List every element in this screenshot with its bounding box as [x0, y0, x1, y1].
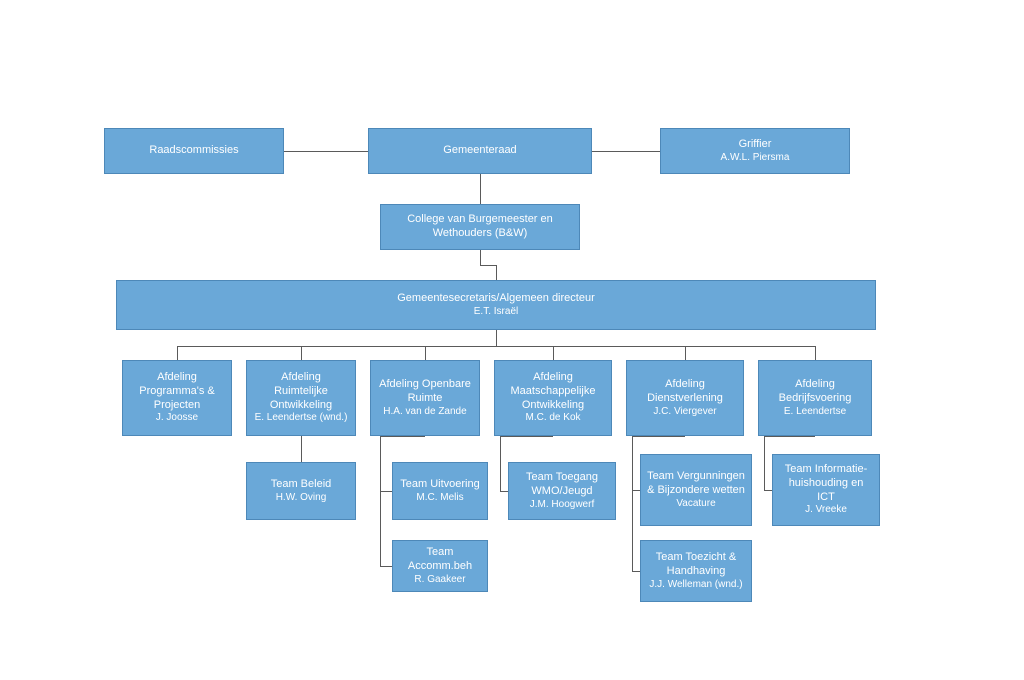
edge-segment [380, 436, 381, 566]
edge-segment [764, 436, 765, 490]
node-subtitle: H.A. van de Zande [383, 406, 466, 419]
node-team_beleid: Team BeleidH.W. Oving [246, 462, 356, 520]
edge-segment [685, 346, 686, 360]
edge-segment [632, 436, 685, 437]
edge-segment [632, 571, 640, 572]
node-afd_bedr: Afdeling BedrijfsvoeringE. Leendertse [758, 360, 872, 436]
node-title: College van Burgemeester en Wethouders (… [387, 213, 573, 241]
edge-segment [496, 346, 815, 347]
node-subtitle: J.C. Viergever [653, 406, 716, 419]
node-title: Team Vergunningen & Bijzondere wetten [647, 470, 745, 498]
node-secretaris: Gemeentesecretaris/Algemeen directeurE.T… [116, 280, 876, 330]
edge-segment [496, 330, 497, 346]
edge-segment [592, 151, 660, 152]
node-title: Team Toegang WMO/Jeugd [515, 471, 609, 499]
node-afd_openb: Afdeling Openbare RuimteH.A. van de Zand… [370, 360, 480, 436]
node-raadscommissies: Raadscommissies [104, 128, 284, 174]
node-title: Team Toezicht & Handhaving [647, 551, 745, 579]
node-team_toegang: Team Toegang WMO/JeugdJ.M. Hoogwerf [508, 462, 616, 520]
node-subtitle: J. Vreeke [805, 504, 847, 517]
node-subtitle: J.M. Hoogwerf [530, 499, 594, 512]
edge-segment [496, 265, 497, 280]
node-afd_ruimt: Afdeling Ruimtelijke OntwikkelingE. Leen… [246, 360, 356, 436]
node-griffier: GriffierA.W.L. Piersma [660, 128, 850, 174]
node-title: Raadscommissies [149, 144, 238, 158]
edge-segment [632, 436, 633, 571]
edge-segment [500, 436, 553, 437]
node-title: Afdeling Ruimtelijke Ontwikkeling [253, 371, 349, 412]
node-title: Team Beleid [271, 478, 332, 492]
edge-segment [301, 436, 302, 462]
edge-segment [284, 151, 368, 152]
node-afd_prog: Afdeling Programma's & ProjectenJ. Jooss… [122, 360, 232, 436]
node-subtitle: J.J. Welleman (wnd.) [649, 579, 742, 592]
node-title: Afdeling Maatschappelijke Ontwikkeling [501, 371, 605, 412]
edge-segment [764, 490, 772, 491]
edge-segment [380, 566, 392, 567]
node-subtitle: A.W.L. Piersma [721, 152, 790, 165]
edge-segment [764, 436, 815, 437]
node-subtitle: E. Leendertse [784, 406, 846, 419]
node-title: Team Uitvoering [400, 478, 479, 492]
node-team_verg: Team Vergunningen & Bijzondere wettenVac… [640, 454, 752, 526]
edge-segment [380, 436, 425, 437]
node-title: Team Informatie-huishouding en ICT [779, 463, 873, 504]
edge-segment [425, 346, 426, 360]
node-subtitle: E.T. Israël [474, 306, 518, 319]
node-subtitle: M.C. Melis [416, 492, 463, 505]
node-team_uitv: Team UitvoeringM.C. Melis [392, 462, 488, 520]
edge-segment [500, 436, 501, 491]
node-title: Gemeentesecretaris/Algemeen directeur [397, 292, 594, 306]
node-title: Team Accomm.beh [399, 546, 481, 574]
edge-segment [500, 491, 508, 492]
edge-segment [480, 174, 481, 204]
edge-segment [301, 346, 302, 360]
org-chart: Raadscommissies Gemeenteraad GriffierA.W.L… [0, 0, 1024, 680]
edge-segment [380, 491, 392, 492]
node-subtitle: Vacature [676, 498, 715, 511]
node-team_info: Team Informatie-huishouding en ICTJ. Vre… [772, 454, 880, 526]
node-afd_maat: Afdeling Maatschappelijke OntwikkelingM.… [494, 360, 612, 436]
node-title: Gemeenteraad [443, 144, 516, 158]
node-subtitle: J. Joosse [156, 412, 198, 425]
node-title: Afdeling Bedrijfsvoering [765, 378, 865, 406]
edge-segment [177, 346, 178, 360]
node-title: Afdeling Dienstverlening [633, 378, 737, 406]
node-title: Afdeling Openbare Ruimte [377, 378, 473, 406]
edge-segment [425, 346, 496, 347]
node-subtitle: H.W. Oving [276, 492, 327, 505]
node-subtitle: R. Gaakeer [414, 574, 465, 587]
node-gemeenteraad: Gemeenteraad [368, 128, 592, 174]
node-title: Griffier [739, 138, 772, 152]
node-college: College van Burgemeester en Wethouders (… [380, 204, 580, 250]
node-afd_dienst: Afdeling DienstverleningJ.C. Viergever [626, 360, 744, 436]
edge-segment [815, 346, 816, 360]
edge-segment [632, 490, 640, 491]
node-title: Afdeling Programma's & Projecten [129, 371, 225, 412]
edge-segment [480, 265, 496, 266]
edge-segment [480, 250, 481, 265]
node-subtitle: M.C. de Kok [525, 412, 580, 425]
edge-segment [553, 346, 554, 360]
node-subtitle: E. Leendertse (wnd.) [255, 412, 348, 425]
node-team_accomm: Team Accomm.behR. Gaakeer [392, 540, 488, 592]
node-team_toez: Team Toezicht & HandhavingJ.J. Welleman … [640, 540, 752, 602]
